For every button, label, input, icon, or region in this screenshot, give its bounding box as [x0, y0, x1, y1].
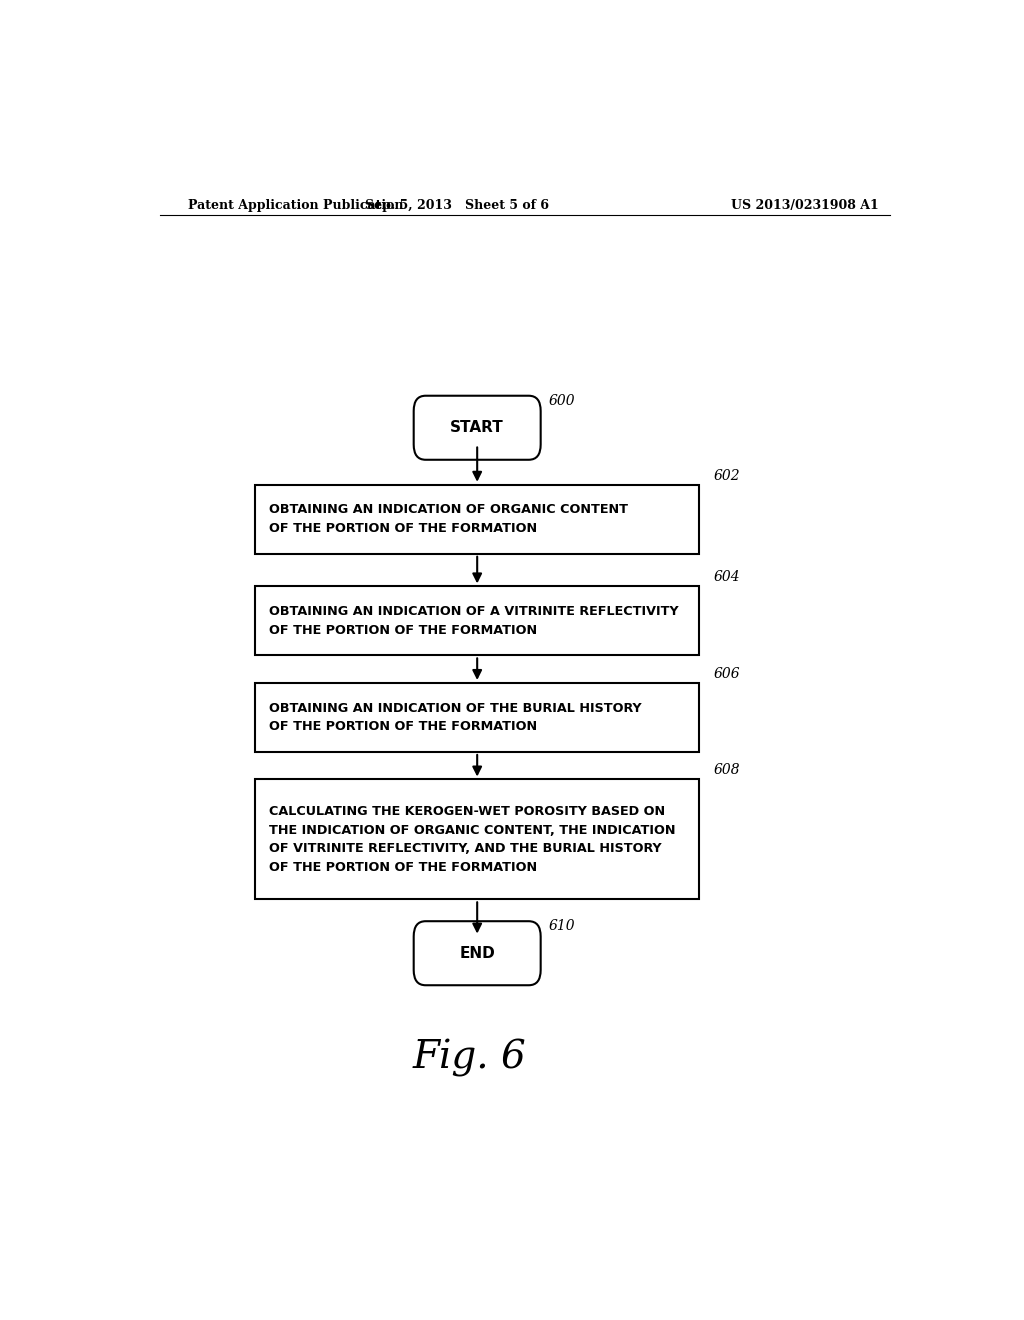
- FancyBboxPatch shape: [414, 921, 541, 985]
- Text: 606: 606: [714, 667, 740, 681]
- Bar: [255, 484, 699, 554]
- Text: Sep. 5, 2013   Sheet 5 of 6: Sep. 5, 2013 Sheet 5 of 6: [366, 198, 549, 211]
- Text: 602: 602: [714, 469, 740, 483]
- Bar: [255, 682, 699, 752]
- Bar: [255, 586, 699, 656]
- FancyBboxPatch shape: [414, 396, 541, 459]
- Text: 604: 604: [714, 570, 740, 585]
- Text: 608: 608: [714, 763, 740, 777]
- Text: OBTAINING AN INDICATION OF THE BURIAL HISTORY
OF THE PORTION OF THE FORMATION: OBTAINING AN INDICATION OF THE BURIAL HI…: [269, 702, 642, 733]
- Text: US 2013/0231908 A1: US 2013/0231908 A1: [731, 198, 879, 211]
- Text: START: START: [451, 420, 504, 436]
- Bar: [255, 779, 699, 899]
- Text: END: END: [460, 945, 495, 961]
- Text: OBTAINING AN INDICATION OF ORGANIC CONTENT
OF THE PORTION OF THE FORMATION: OBTAINING AN INDICATION OF ORGANIC CONTE…: [269, 503, 629, 535]
- Text: OBTAINING AN INDICATION OF A VITRINITE REFLECTIVITY
OF THE PORTION OF THE FORMAT: OBTAINING AN INDICATION OF A VITRINITE R…: [269, 605, 679, 636]
- Text: 610: 610: [549, 920, 575, 933]
- Text: Patent Application Publication: Patent Application Publication: [187, 198, 403, 211]
- Text: CALCULATING THE KEROGEN-WET POROSITY BASED ON
THE INDICATION OF ORGANIC CONTENT,: CALCULATING THE KEROGEN-WET POROSITY BAS…: [269, 805, 676, 874]
- Text: Fig. 6: Fig. 6: [413, 1039, 526, 1077]
- Text: 600: 600: [549, 393, 575, 408]
